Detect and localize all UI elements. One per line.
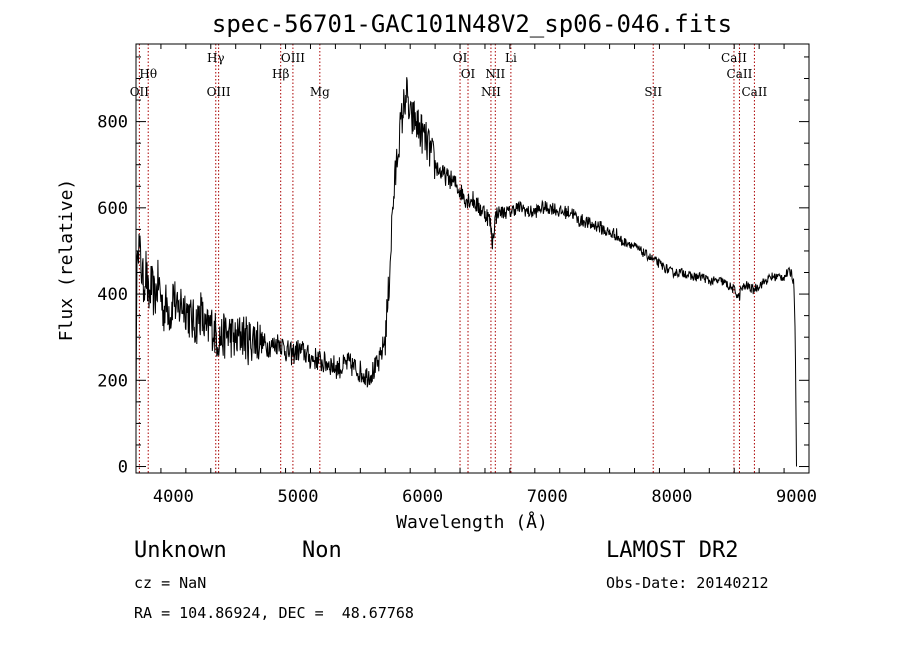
x-tick-label: 8000: [651, 487, 692, 507]
x-axis: 4000 5000 6000 7000 8000 9000: [135, 44, 817, 507]
x-axis-label: Wavelength (Å): [396, 511, 548, 533]
object-subclass: Non: [302, 538, 342, 563]
y-tick-label: 200: [97, 371, 128, 391]
line-marker-label: OIII: [207, 85, 231, 99]
redshift-text: cz = NaN: [134, 574, 207, 592]
line-marker-label: CaII: [727, 67, 753, 81]
line-marker-label: Mg: [310, 85, 330, 99]
line-marker-label: OIII: [281, 51, 305, 65]
y-tick-label: 600: [97, 199, 128, 219]
line-marker-label: CaII: [741, 85, 767, 99]
coordinates-text: RA = 104.86924, DEC = 48.67768: [134, 604, 414, 622]
y-tick-label: 0: [118, 458, 128, 478]
y-axis-label: Flux (relative): [56, 179, 77, 342]
line-marker-label: Hθ: [139, 67, 157, 81]
x-tick-label: 7000: [527, 487, 568, 507]
line-marker-label: OII: [130, 85, 150, 99]
survey-name: LAMOST DR2: [606, 538, 739, 563]
x-tick-label: 6000: [402, 487, 443, 507]
line-marker-label: NII: [481, 85, 501, 99]
y-tick-label: 800: [97, 113, 128, 133]
line-marker-label: OI: [453, 51, 468, 65]
chart-title: spec-56701-GAC101N48V2_sp06-046.fits: [212, 10, 732, 38]
y-axis: 0 200 400 600 800: [97, 56, 809, 478]
obs-date-text: Obs-Date: 20140212: [606, 574, 769, 592]
line-marker-label: OI: [461, 67, 476, 81]
line-marker-label: CaII: [721, 51, 747, 65]
object-class: Unknown: [134, 538, 227, 563]
line-marker-label: Li: [505, 51, 517, 65]
y-tick-label: 400: [97, 285, 128, 305]
line-marker-label: Hγ: [207, 51, 225, 65]
x-tick-label: 4000: [153, 487, 194, 507]
line-marker-label: SII: [644, 85, 662, 99]
plot-frame: [135, 43, 810, 474]
emission-line-markers: OIIHθHγOIIIHβOIIIMgOIOINIINIILiSIICaIICa…: [130, 44, 768, 473]
x-tick-label: 9000: [776, 487, 817, 507]
line-marker-label: Hβ: [272, 67, 289, 81]
spectrum-line: [135, 77, 797, 467]
x-tick-label: 5000: [278, 487, 319, 507]
line-marker-label: NII: [485, 67, 505, 81]
